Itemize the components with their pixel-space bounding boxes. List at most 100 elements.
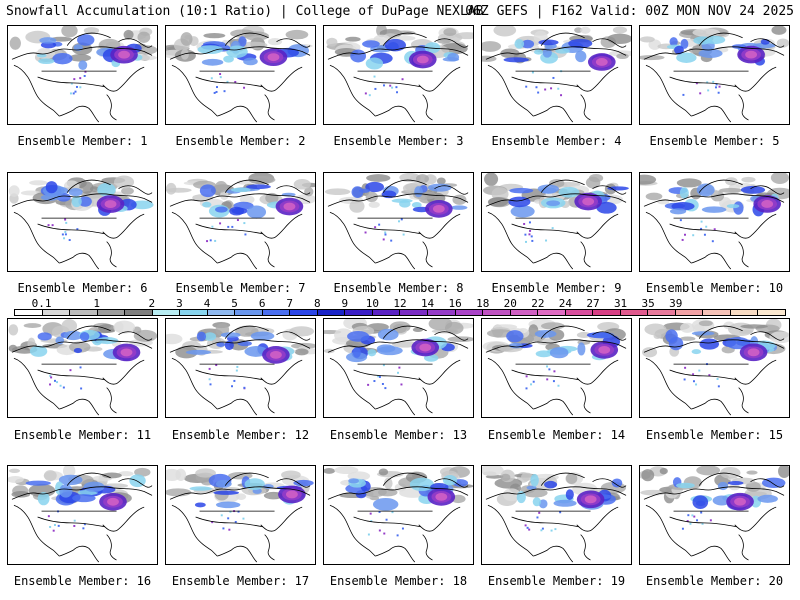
- map-boundary: [375, 105, 416, 123]
- ensemble-member-map: [165, 25, 316, 125]
- ensemble-member-label: Ensemble Member: 4: [491, 134, 622, 148]
- snow-area: [195, 468, 216, 478]
- snow-area: [607, 186, 629, 191]
- snow-area: [402, 233, 405, 236]
- map-boundary: [11, 339, 153, 353]
- ensemble-member-label: Ensemble Member: 19: [487, 574, 626, 588]
- ensemble-member-label: Ensemble Member: 13: [329, 428, 468, 442]
- map-boundary: [734, 506, 777, 532]
- snow-area: [705, 225, 708, 228]
- heavy-snow-core: [416, 55, 429, 64]
- snow-area: [691, 514, 694, 517]
- ensemble-member-label: Ensemble Member: 10: [645, 281, 784, 295]
- snow-area: [214, 181, 228, 193]
- map-boundary: [375, 398, 416, 416]
- snow-area: [47, 224, 50, 227]
- map-boundary: [691, 545, 732, 563]
- map-boundary: [734, 213, 777, 239]
- snow-area: [236, 493, 247, 501]
- map-boundary: [422, 534, 433, 561]
- snow-area: [424, 42, 441, 54]
- snow-area: [676, 482, 695, 489]
- snow-area: [72, 494, 96, 503]
- map-boundary: [353, 76, 421, 88]
- map-boundary: [11, 46, 153, 60]
- snow-area: [692, 495, 709, 510]
- snow-area: [503, 57, 529, 63]
- snow-area: [233, 379, 236, 382]
- snow-area: [70, 82, 73, 85]
- snow-area: [676, 178, 702, 188]
- snow-area: [437, 38, 451, 44]
- snow-area: [493, 26, 517, 37]
- snow-area: [659, 467, 668, 475]
- snow-area: [83, 523, 86, 526]
- ensemble-member-map: [481, 172, 632, 272]
- snow-area: [396, 91, 399, 94]
- snow-area: [546, 365, 549, 368]
- snow-area: [665, 329, 678, 343]
- map-boundary: [592, 331, 627, 341]
- snow-area: [228, 528, 231, 531]
- legend-color-cell: [455, 310, 484, 315]
- legend-color-cell: [262, 310, 291, 315]
- snow-area: [525, 387, 528, 390]
- snowfall-map: [326, 26, 473, 123]
- snow-area: [61, 233, 64, 236]
- legend-tick-label: 9: [341, 297, 349, 310]
- snow-area: [229, 510, 232, 513]
- snow-area: [64, 231, 67, 233]
- snow-area: [709, 519, 712, 522]
- snow-area: [370, 520, 373, 523]
- heavy-snow-core: [598, 345, 611, 354]
- map-boundary: [169, 339, 311, 353]
- legend-tick-label: 35: [641, 297, 655, 310]
- map-boundary: [750, 331, 785, 341]
- snow-area: [248, 175, 276, 184]
- snow-area: [368, 94, 371, 97]
- legend-tick-label: 7: [286, 297, 294, 310]
- snow-area: [196, 331, 207, 342]
- snow-area: [645, 192, 663, 201]
- snow-area: [707, 89, 710, 92]
- snow-area: [347, 330, 370, 342]
- snow-area: [244, 478, 265, 491]
- ensemble-member-label: Ensemble Member: 6: [17, 281, 148, 295]
- snow-area: [209, 239, 212, 242]
- snow-area: [442, 57, 460, 62]
- snow-area: [293, 479, 314, 487]
- map-boundary: [102, 66, 145, 92]
- snow-area: [713, 228, 716, 231]
- snow-area: [367, 349, 377, 357]
- map-boundary: [643, 46, 785, 60]
- snow-area: [482, 41, 502, 52]
- map-boundary: [375, 545, 416, 563]
- map-boundary: [106, 534, 117, 561]
- snow-area: [133, 329, 157, 342]
- map-boundary: [691, 105, 732, 123]
- snow-area: [679, 219, 682, 222]
- snow-area: [222, 527, 225, 530]
- snow-area: [71, 195, 82, 208]
- snow-area: [78, 60, 88, 71]
- map-boundary: [327, 46, 469, 60]
- map-boundary: [217, 105, 258, 123]
- snow-area: [378, 529, 381, 532]
- snow-area: [366, 174, 391, 182]
- snow-area: [324, 188, 351, 196]
- snow-area: [235, 369, 238, 372]
- heavy-snow-core: [747, 348, 760, 357]
- snow-area: [97, 182, 116, 197]
- snow-area: [62, 466, 76, 478]
- legend-color-cell: [593, 310, 621, 315]
- snow-area: [706, 81, 709, 84]
- snow-area: [427, 183, 452, 192]
- legend-color-cell: [372, 310, 401, 315]
- snow-area: [215, 501, 241, 509]
- snow-area: [40, 194, 60, 201]
- legend-tick-label: 0.1: [31, 297, 52, 310]
- map-boundary: [169, 46, 311, 60]
- snow-area: [211, 521, 214, 524]
- snow-area: [49, 383, 52, 386]
- snow-area: [669, 37, 678, 47]
